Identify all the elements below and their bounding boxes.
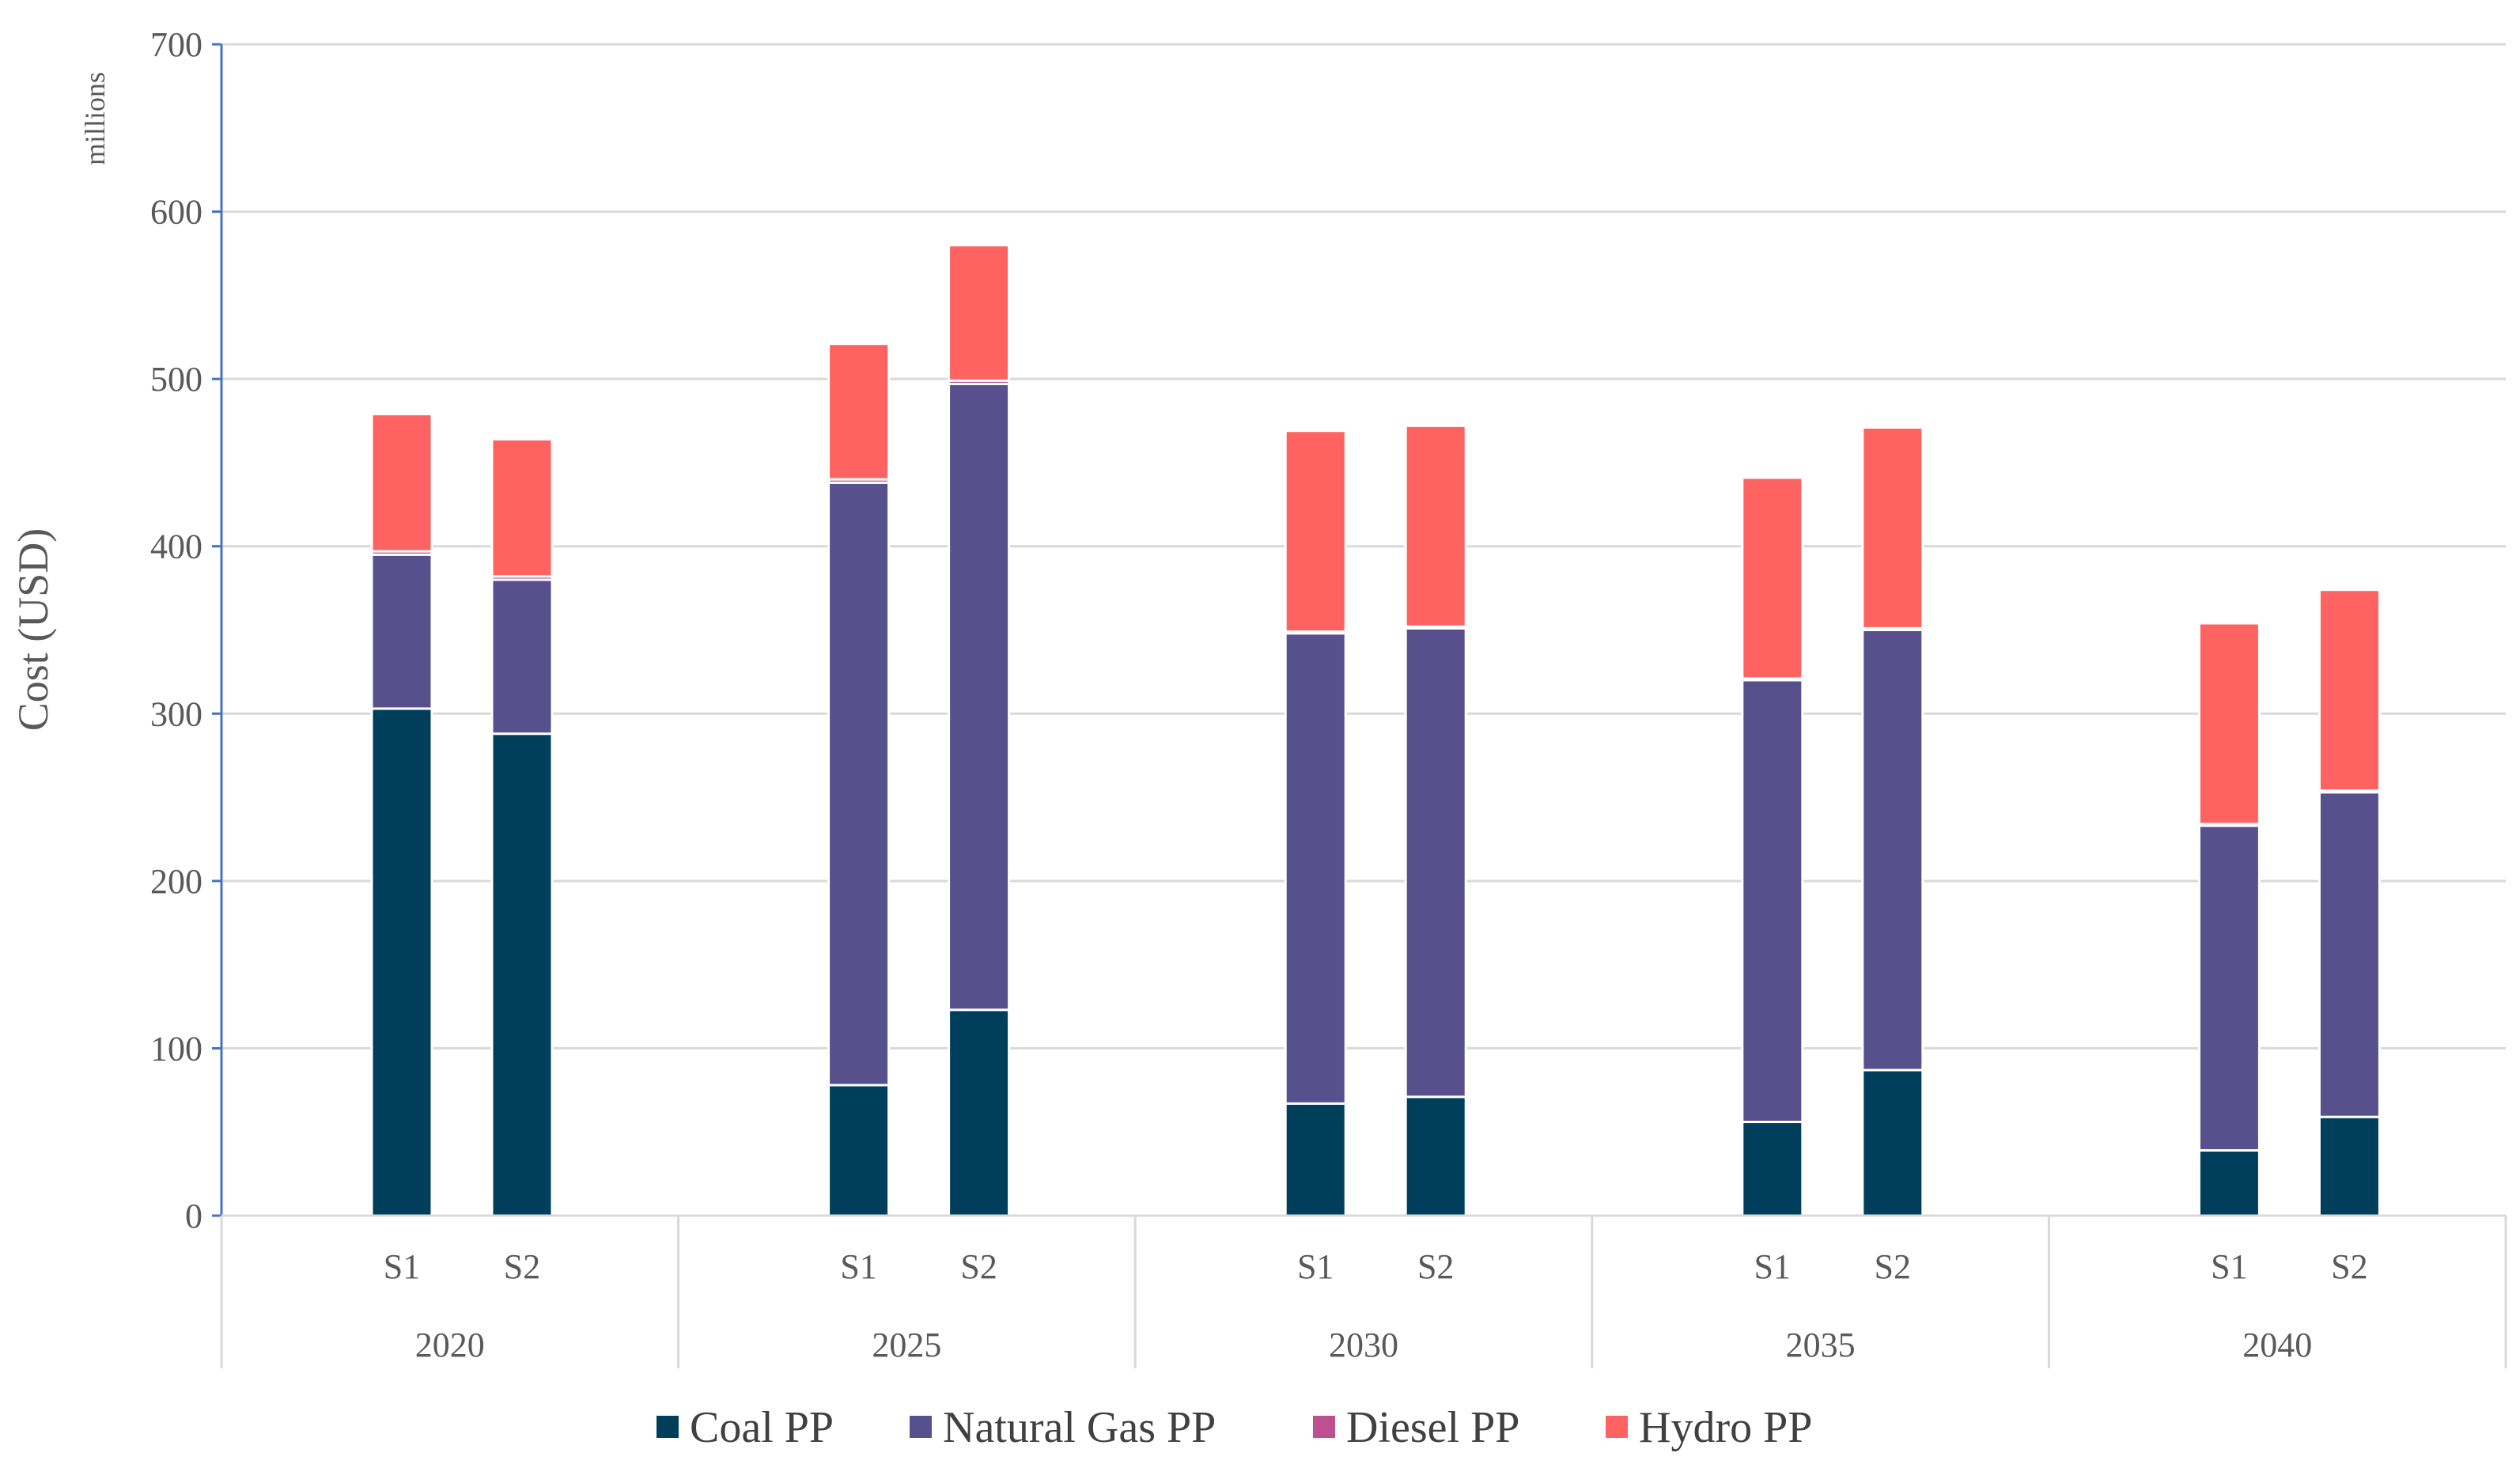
y-unit-label: millions <box>79 72 111 165</box>
y-tick-label: 200 <box>150 862 202 901</box>
legend-label: Diesel PP <box>1346 1403 1519 1452</box>
bar-segment-hydro-pp <box>827 342 891 481</box>
legend: Coal PP Natural Gas PP Diesel PP Hydro PP <box>656 1403 1812 1452</box>
x-category-label: S1 <box>384 1247 420 1286</box>
gridlines <box>221 43 2506 1217</box>
legend-label: Natural Gas PP <box>943 1403 1216 1452</box>
bar-segment-natural-gas-pp <box>2318 791 2381 1118</box>
bar-segment-coal-pp <box>1404 1095 1467 1217</box>
bar-segment-coal-pp <box>370 707 433 1217</box>
bar-segment-coal-pp <box>1741 1121 1804 1217</box>
bar-segment-natural-gas-pp <box>948 382 1011 1012</box>
bar-segment-natural-gas-pp <box>490 578 554 736</box>
x-group-label: 2025 <box>872 1326 941 1364</box>
bar-segment-hydro-pp <box>1284 429 1347 634</box>
bar-segment-coal-pp <box>948 1008 1011 1217</box>
bar-segment-natural-gas-pp <box>1284 632 1347 1105</box>
bar-segment-hydro-pp <box>948 244 1011 382</box>
y-tick-label: 400 <box>150 528 202 566</box>
x-group-label: 2035 <box>1786 1326 1856 1364</box>
x-group-label: 2040 <box>2242 1326 2312 1364</box>
legend-swatch <box>1606 1416 1628 1438</box>
bar-segment-natural-gas-pp <box>370 553 433 710</box>
bar-segment-natural-gas-pp <box>1404 626 1467 1099</box>
bar-segment-coal-pp <box>1284 1102 1347 1217</box>
bar-segment-coal-pp <box>827 1084 891 1217</box>
bar-segment-hydro-pp <box>2318 588 2381 793</box>
bar-segment-hydro-pp <box>370 413 433 553</box>
x-category-label: S2 <box>504 1247 540 1286</box>
bar-segment-natural-gas-pp <box>2197 824 2261 1152</box>
bar-segment-hydro-pp <box>1404 424 1467 628</box>
bar-segment-coal-pp <box>1861 1069 1924 1217</box>
y-axis-ticks: 0 100 200 300 400 500 600 700 <box>150 25 221 1235</box>
bar-segment-hydro-pp <box>1741 476 1804 680</box>
bar-segment-natural-gas-pp <box>1861 629 1924 1072</box>
bar-segment-coal-pp <box>490 732 554 1217</box>
y-tick-label: 700 <box>150 25 202 64</box>
y-tick-label: 300 <box>150 694 202 733</box>
bar-segment-coal-pp <box>2197 1148 2261 1217</box>
bar-segment-natural-gas-pp <box>827 481 891 1087</box>
y-tick-label: 100 <box>150 1029 202 1068</box>
legend-swatch <box>910 1416 932 1438</box>
y-tick-label: 600 <box>150 193 202 232</box>
legend-label: Hydro PP <box>1639 1403 1812 1452</box>
x-category-label: S1 <box>840 1247 876 1286</box>
y-tick-label: 0 <box>185 1197 202 1235</box>
bar-segment-hydro-pp <box>2197 622 2261 826</box>
bar-segment-hydro-pp <box>490 437 554 578</box>
x-category-label: S1 <box>1754 1247 1791 1286</box>
bar-segment-coal-pp <box>2318 1115 2381 1217</box>
y-tick-label: 500 <box>150 360 202 399</box>
bar-segment-natural-gas-pp <box>1741 679 1804 1124</box>
x-category-label: S2 <box>1417 1247 1454 1286</box>
x-category-label: S2 <box>2331 1247 2367 1286</box>
legend-label: Coal PP <box>690 1403 834 1452</box>
legend-swatch <box>656 1416 679 1438</box>
x-axis: S1 S2 2020 S1 S2 2025 S1 S2 2030 S1 S2 2035 S1 S2 2040 <box>220 1214 2507 1368</box>
x-category-label: S1 <box>2211 1247 2247 1286</box>
bars <box>370 244 2381 1217</box>
x-category-label: S2 <box>960 1247 997 1286</box>
x-category-label: S1 <box>1297 1247 1334 1286</box>
x-group-label: 2030 <box>1329 1326 1398 1364</box>
legend-swatch <box>1313 1416 1335 1438</box>
y-axis-title: Cost (USD) <box>9 528 57 732</box>
x-category-label: S2 <box>1875 1247 1911 1286</box>
bar-segment-hydro-pp <box>1861 426 1924 630</box>
x-group-label: 2020 <box>415 1326 485 1364</box>
